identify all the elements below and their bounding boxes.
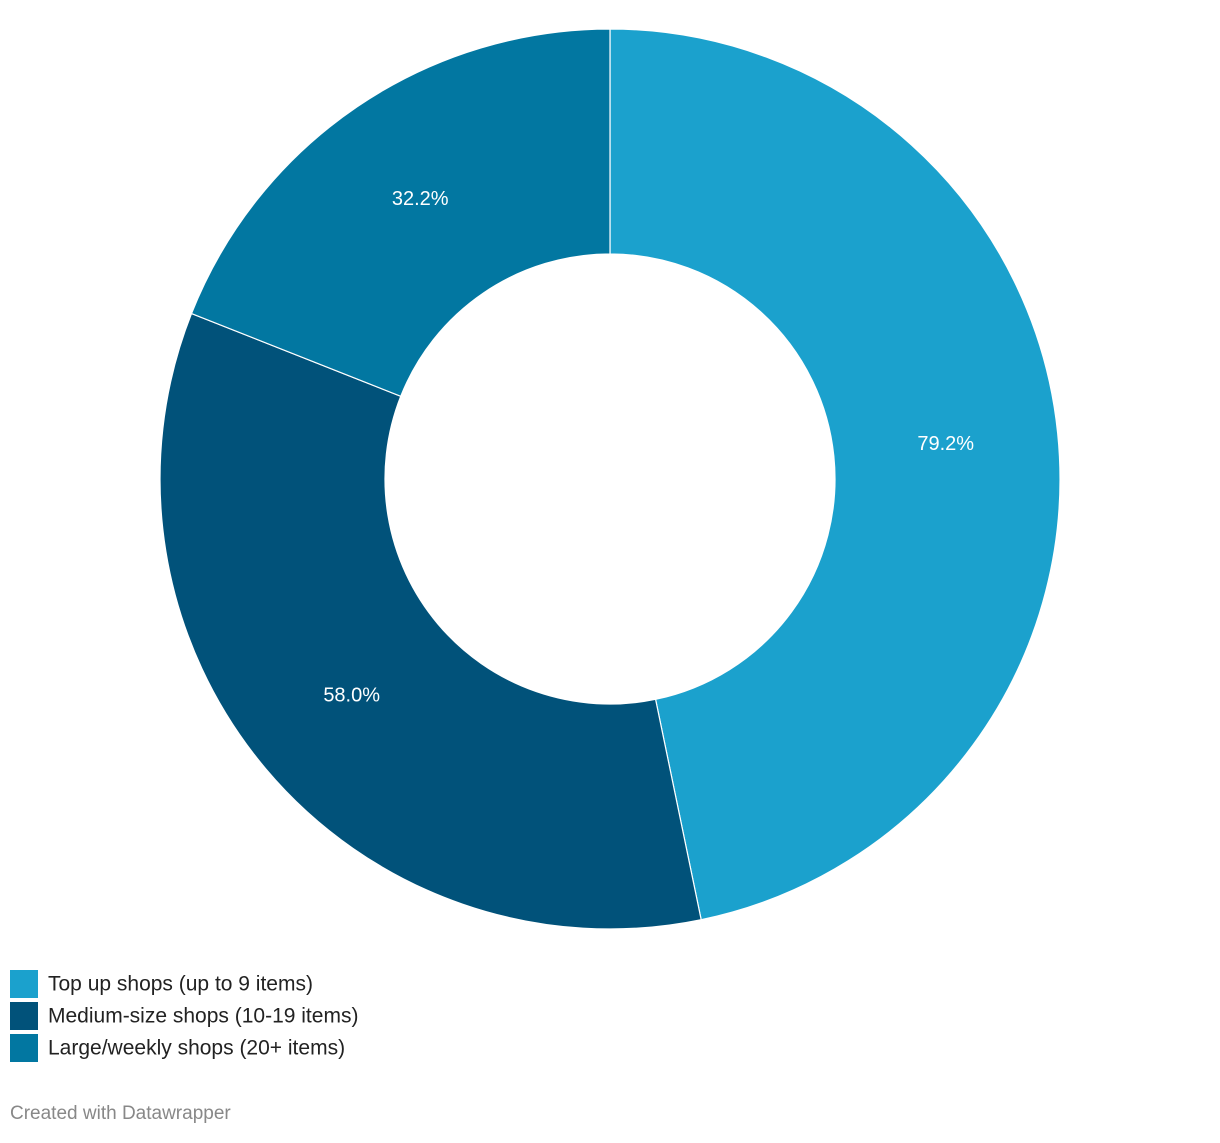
footer: Created with Datawrapper [10, 1103, 231, 1124]
value-label: 79.2% [917, 433, 974, 455]
donut-slice [190, 28, 611, 398]
legend-swatch [10, 970, 38, 998]
legend-label: Top up shops (up to 9 items) [48, 973, 313, 996]
legend-swatch [10, 1034, 38, 1062]
legend-swatch [10, 1002, 38, 1030]
value-label: 32.2% [392, 188, 449, 210]
legend-label: Medium-size shops (10-19 items) [48, 1005, 358, 1028]
donut-slice [159, 312, 702, 930]
donut-slice [609, 28, 1061, 921]
legend-label: Large/weekly shops (20+ items) [48, 1037, 345, 1060]
value-label: 58.0% [323, 684, 380, 706]
